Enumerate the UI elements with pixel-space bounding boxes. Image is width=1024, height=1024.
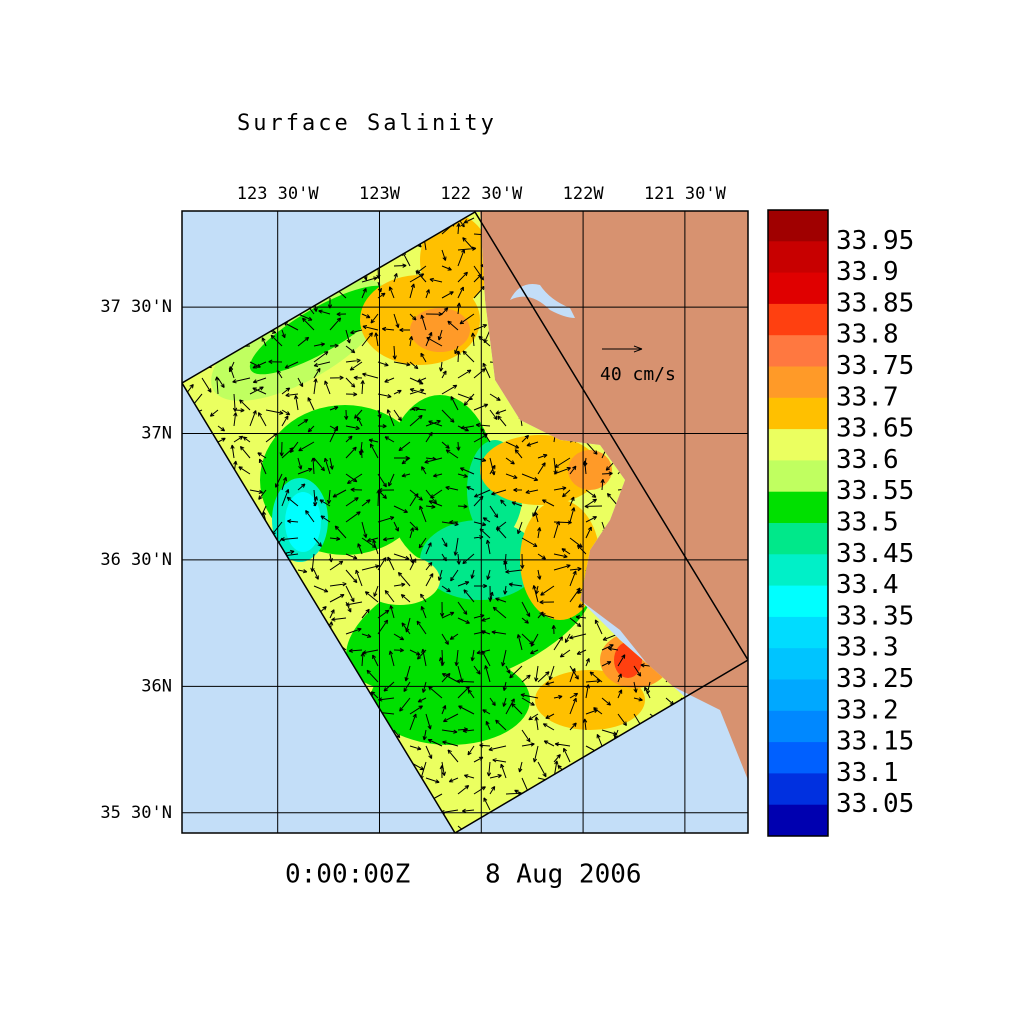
- bay: [510, 284, 575, 318]
- colorbar-swatch: [768, 648, 828, 680]
- colorbar-label: 33.05: [836, 789, 914, 819]
- colorbar-label: 33.85: [836, 288, 914, 318]
- lon-tick-label: 122W: [563, 184, 605, 204]
- colorbar-label: 33.75: [836, 351, 914, 381]
- lon-tick-label: 121 30'W: [644, 184, 727, 204]
- colorbar-swatch: [768, 397, 828, 430]
- date-label: 8 Aug 2006: [485, 860, 642, 890]
- colorbar-label: 33.6: [836, 445, 899, 475]
- time-label: 0:00:00Z: [285, 860, 410, 890]
- colorbar-label: 33.4: [836, 570, 899, 600]
- lat-tick-label: 36N: [141, 676, 172, 696]
- land: [480, 211, 748, 780]
- colorbar-swatch: [768, 366, 828, 399]
- colorbar: 33.9533.933.8533.833.7533.733.6533.633.5…: [767, 209, 914, 837]
- lon-tick-label: 123W: [359, 184, 401, 204]
- colorbar-swatch: [768, 523, 828, 555]
- lat-tick-label: 37N: [141, 424, 172, 444]
- lat-tick-label: 35 30'N: [100, 803, 172, 823]
- lat-tick-label: 37 30'N: [100, 297, 172, 317]
- colorbar-swatch: [768, 616, 828, 649]
- colorbar-label: 33.45: [836, 539, 914, 569]
- colorbar-label: 33.9: [836, 257, 899, 287]
- colorbar-label: 33.5: [836, 508, 899, 538]
- colorbar-swatch: [768, 679, 828, 712]
- colorbar-swatch: [768, 210, 828, 242]
- lon-tick-label: 122 30'W: [440, 184, 523, 204]
- colorbar-label: 33.1: [836, 758, 899, 788]
- colorbar-swatch: [768, 241, 828, 274]
- lat-tick-label: 36 30'N: [100, 550, 172, 570]
- colorbar-label: 33.3: [836, 633, 899, 663]
- colorbar-swatch: [768, 742, 828, 774]
- map-frame: [181, 210, 749, 834]
- colorbar-swatch: [768, 429, 828, 461]
- title: Surface Salinity: [237, 111, 497, 136]
- colorbar-swatch: [768, 804, 828, 837]
- lon-tick-label: 123 30'W: [237, 184, 320, 204]
- map: 40 cm/s: [182, 211, 748, 833]
- model-domain: [182, 211, 748, 833]
- colorbar-swatch: [768, 460, 828, 493]
- colorbar-label: 33.7: [836, 382, 899, 412]
- colorbar-swatch: [768, 491, 828, 524]
- colorbar-label: 33.8: [836, 320, 899, 350]
- vector-scale-arrow: [602, 345, 643, 353]
- colorbar-label: 33.15: [836, 727, 914, 757]
- colorbar-swatch: [768, 710, 828, 743]
- colorbar-swatch: [768, 335, 828, 367]
- colorbar-label: 33.35: [836, 601, 914, 631]
- colorbar-label: 33.2: [836, 695, 899, 725]
- colorbar-label: 33.25: [836, 664, 914, 694]
- colorbar-label: 33.95: [836, 226, 914, 256]
- colorbar-swatch: [768, 303, 828, 336]
- colorbar-swatch: [768, 585, 828, 618]
- colorbar-frame: [767, 209, 829, 837]
- vector-scale-label: 40 cm/s: [600, 364, 676, 385]
- colorbar-label: 33.55: [836, 476, 914, 506]
- colorbar-label: 33.65: [836, 414, 914, 444]
- colorbar-swatch: [768, 272, 828, 305]
- colorbar-swatch: [768, 554, 828, 587]
- colorbar-swatch: [768, 773, 828, 806]
